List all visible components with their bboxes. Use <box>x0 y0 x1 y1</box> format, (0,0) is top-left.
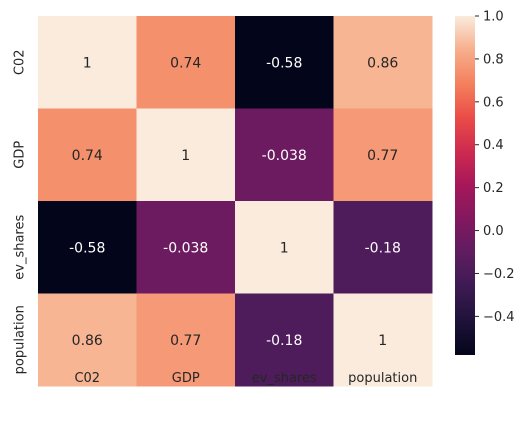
colorbar-tick-label: 1.0 <box>483 10 504 25</box>
heatmap-cell <box>38 201 137 294</box>
cell-annotations: 1 0.74 -0.58 0.86 0.74 1 -0.038 0.77 -0.58 -0.038… <box>69 55 401 349</box>
cell-annotation: 0.74 <box>170 55 201 71</box>
cell-annotation: 0.74 <box>72 148 103 164</box>
cell-annotation: -0.58 <box>69 240 105 256</box>
heatmap-cell <box>136 201 236 294</box>
colorbar-tick-label: 0.8 <box>483 52 504 67</box>
colorbar-ticks: 1.0 0.8 0.6 0.4 0.2 0.0 −0.2 −0.4 <box>475 10 515 325</box>
heatmap-cell <box>333 293 433 387</box>
heatmap-cell <box>38 293 137 387</box>
heatmap-cells <box>38 16 433 387</box>
x-tick-label: population <box>348 371 417 386</box>
cell-annotation: 0.86 <box>367 55 398 71</box>
heatmap-cell <box>235 16 334 109</box>
cell-annotation: -0.038 <box>262 148 307 164</box>
heatmap-cell <box>136 293 236 387</box>
heatmap-cell <box>333 16 433 109</box>
cell-annotation: -0.038 <box>163 240 208 256</box>
x-tick-label: GDP <box>172 371 200 386</box>
heatmap-cell <box>235 293 334 387</box>
y-tick-label: population <box>13 305 28 374</box>
heatmap-cell <box>235 201 334 294</box>
x-tick-label: C02 <box>74 371 100 386</box>
cell-annotation: 1 <box>83 55 92 71</box>
heatmap-cell <box>136 16 236 109</box>
colorbar-tick-label: 0.0 <box>483 224 504 239</box>
x-tick-labels: C02 GDP ev_shares population <box>74 371 417 386</box>
y-tick-labels: C02 GDP ev_shares population <box>13 49 28 374</box>
colorbar-tick-label: −0.2 <box>483 267 515 282</box>
cell-annotation: 0.77 <box>367 148 398 164</box>
colorbar-gradient <box>455 16 475 355</box>
x-tick-label: ev_shares <box>252 371 317 386</box>
heatmap-cell <box>235 108 334 202</box>
heatmap-cell <box>38 16 137 109</box>
cell-annotation: 1 <box>378 333 387 349</box>
y-tick-label: C02 <box>13 49 28 75</box>
cell-annotation: -0.18 <box>266 333 302 349</box>
heatmap-cell <box>38 108 137 202</box>
heatmap-cell <box>333 201 433 294</box>
heatmap-cell <box>333 108 433 202</box>
y-tick-label: GDP <box>13 141 28 169</box>
colorbar-tick-label: −0.4 <box>483 310 515 325</box>
y-tick-label: ev_shares <box>13 215 28 280</box>
cell-annotation: 0.86 <box>72 333 103 349</box>
colorbar-tick-label: 0.2 <box>483 181 504 196</box>
cell-annotation: 1 <box>181 148 190 164</box>
cell-annotation: 1 <box>280 240 289 256</box>
cell-annotation: -0.18 <box>365 240 401 256</box>
heatmap-cell <box>136 108 236 202</box>
colorbar-tick-label: 0.4 <box>483 138 504 153</box>
cell-annotation: -0.58 <box>266 55 302 71</box>
colorbar-tick-label: 0.6 <box>483 95 504 110</box>
cell-annotation: 0.77 <box>170 333 201 349</box>
colorbar: 1.0 0.8 0.6 0.4 0.2 0.0 −0.2 −0.4 <box>455 10 515 355</box>
